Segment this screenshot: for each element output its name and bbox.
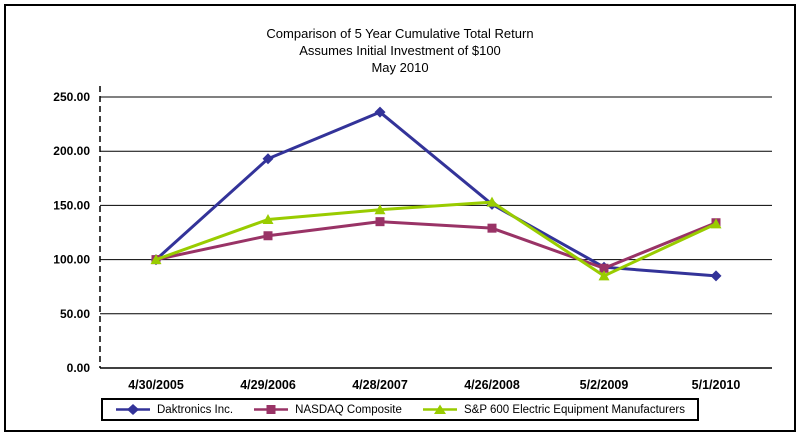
chart-title-block: Comparison of 5 Year Cumulative Total Re… [0,26,800,77]
y-axis-tick-label: 200.00 [53,144,90,158]
legend-item-daktronics: Daktronics Inc. [115,403,233,416]
marker-triangle [486,196,498,207]
y-axis-tick-label: 150.00 [53,198,90,212]
legend-item-nasdaq: NASDAQ Composite [253,403,402,416]
y-axis-tick-label: 100.00 [53,253,90,267]
marker-triangle [262,213,274,224]
nasdaq-marker-icon [254,405,289,414]
chart-subtitle-investment: Assumes Initial Investment of $100 [299,42,501,58]
marker-square [487,223,497,233]
series-line-2 [155,200,717,278]
x-axis-tick-label: 5/2/2009 [580,378,629,392]
diamond-icon [127,404,139,415]
x-axis-tick-label: 5/1/2010 [692,378,741,392]
legend-label-daktronics: Daktronics Inc. [157,403,234,416]
chart-outer-border [4,4,796,432]
series-line-0 [154,110,717,278]
marker-triangle [710,218,722,229]
daktronics-marker-icon [116,404,150,415]
plot-area: 0.00 50.00 100.00 150.00 200.00 250.00 4/30/20… [53,86,772,392]
series-line-1 [155,220,717,270]
x-axis-tick-label: 4/26/2008 [464,378,520,392]
legend-label-nasdaq: NASDAQ Composite [295,403,402,416]
marker-triangle [150,254,162,265]
x-axis-tick-label: 4/30/2005 [128,378,184,392]
marker-square [599,263,609,273]
y-axis-tick-label: 250.00 [53,90,90,104]
legend: Daktronics Inc. NASDAQ Composite S&P 600… [101,398,699,421]
triangle-icon [434,404,447,414]
marker-diamond [374,106,386,118]
x-axis-tick-label: 4/29/2006 [240,378,296,392]
marker-diamond [262,153,274,165]
legend-item-sp600: S&P 600 Electric Equipment Manufacturers [422,403,685,416]
y-axis-tick-label: 50.00 [60,307,90,321]
marker-triangle [374,204,386,215]
chart-title: Comparison of 5 Year Cumulative Total Re… [266,26,534,41]
marker-square [375,217,385,227]
marker-triangle [598,270,610,281]
chart-subtitle-date: May 2010 [371,59,429,75]
y-axis-tick-label: 0.00 [67,361,91,375]
legend-label-sp600: S&P 600 Electric Equipment Manufacturers [464,403,685,416]
square-icon [266,405,276,414]
marker-diamond [710,270,722,282]
x-axis-tick-label: 4/28/2007 [352,378,408,392]
sp600-marker-icon [423,404,458,414]
marker-square [263,231,273,241]
